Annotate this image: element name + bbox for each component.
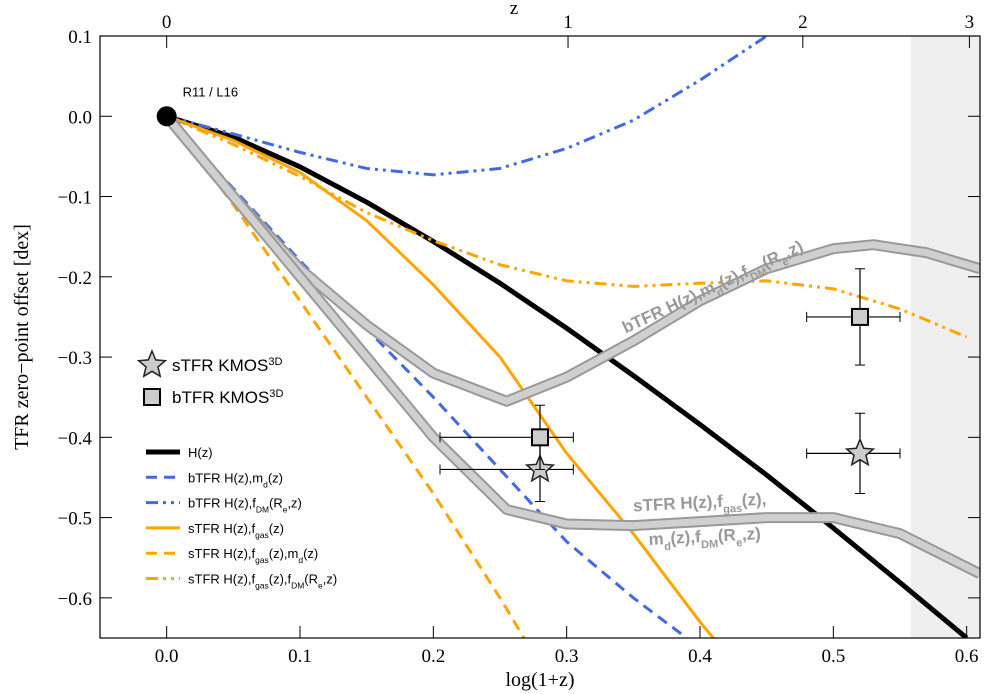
reference-point [156, 106, 177, 127]
text-part: sTFR H(z),f [188, 572, 256, 587]
label: sTFR H(z),fgas(z), [633, 490, 767, 521]
x-tick-label: 0.5 [821, 646, 845, 667]
band [163, 114, 980, 577]
label: bTFR H(z),md(z) [188, 470, 283, 489]
text-part: (z),f [670, 527, 701, 548]
script-text: d [298, 555, 303, 565]
annotation: R11 / L16 [183, 84, 238, 99]
x-tick-label: 0.0 [155, 646, 179, 667]
star-marker [844, 437, 876, 467]
text-part: (R [717, 525, 736, 545]
x-tick-label: 0.2 [421, 646, 445, 667]
script-text: DM [256, 505, 269, 515]
x2-tick-label: 2 [798, 12, 808, 33]
x-tick-label: 0.6 [955, 646, 979, 667]
text-part: bTFR H(z),f [188, 496, 256, 511]
script-text: e [283, 505, 288, 515]
label: H(z) [188, 445, 213, 460]
label: bTFR H(z),md(z),fDM(Re,z) [619, 237, 808, 342]
x2-tick-label: 0 [162, 12, 172, 33]
script-text: DM [701, 538, 719, 551]
y-tick-label: −0.4 [58, 428, 93, 449]
text-part: (R [304, 572, 318, 587]
x2-tick-label: 3 [965, 12, 975, 33]
label: bTFR KMOS3D [172, 388, 283, 407]
script-text: e [780, 256, 791, 269]
x-tick-label: 0.3 [555, 646, 579, 667]
label: sTFR KMOS3D [172, 356, 282, 375]
text-part: sTFR H(z),f [188, 546, 256, 561]
label: sTFR H(z),fgas(z),md(z) [188, 546, 318, 565]
y-tick-label: 0.1 [68, 27, 92, 48]
text-part: m [648, 529, 664, 549]
x2-axis-title: z [510, 0, 518, 19]
script-text: e [318, 581, 323, 591]
text-part: sTFR H(z),f [188, 521, 256, 536]
legend-marker [143, 388, 161, 406]
text-part: bTFR KMOS [172, 388, 269, 407]
y-tick-label: 0.0 [68, 107, 92, 128]
line [166, 114, 968, 339]
x-axis-title: log(1+z) [505, 669, 574, 691]
text-part: (z) [269, 521, 284, 536]
line [166, 36, 768, 177]
line [166, 114, 715, 638]
line [165, 113, 969, 638]
text-part: sTFR KMOS [172, 356, 268, 375]
y-tick-label: −0.3 [58, 348, 92, 369]
text-part: (z) [303, 546, 318, 561]
text-part: ,z) [287, 496, 301, 511]
text-part: (z),f [269, 572, 292, 587]
text-part: sTFR H(z),f [633, 492, 724, 516]
text-part: (z),m [269, 546, 299, 561]
text-part: ,z) [741, 524, 761, 544]
script-text: e [736, 537, 743, 549]
label: sTFR H(z),fgas(z) [188, 521, 284, 540]
y-axis-title: TFR zero−point offset [dex] [11, 224, 33, 450]
script-text: 3D [268, 356, 282, 368]
script-text: gas [255, 555, 269, 565]
x2-tick-label: 1 [563, 12, 573, 33]
y-tick-label: −0.2 [58, 268, 92, 289]
band [163, 114, 980, 405]
text-part: ,z) [323, 572, 337, 587]
script-text: d [664, 541, 672, 553]
script-text: d [263, 479, 268, 489]
x-tick-label: 0.1 [288, 646, 312, 667]
plot-frame [99, 35, 981, 639]
script-text: 3D [269, 388, 283, 400]
text-part: H(z) [188, 445, 213, 460]
text-part: (z) [268, 470, 283, 485]
script-text: gas [255, 530, 269, 540]
label: bTFR H(z),fDM(Re,z) [188, 496, 302, 515]
legend-marker [136, 349, 168, 378]
script-text: gas [255, 581, 269, 591]
y-tick-label: −0.6 [58, 589, 92, 610]
y-tick-label: −0.5 [58, 509, 92, 530]
x-tick-label: 0.4 [688, 646, 712, 667]
text-part: (z), [741, 490, 767, 510]
shaded-region [910, 36, 980, 638]
plot-area [162, 36, 980, 638]
square-marker [851, 307, 869, 326]
script-text: DM [291, 581, 304, 591]
label: sTFR H(z),fgas(z),fDM(Re,z) [188, 572, 337, 591]
script-text: gas [723, 503, 743, 516]
label: md(z),fDM(Re,z) [648, 524, 761, 554]
text-part: bTFR H(z),m [188, 470, 263, 485]
y-tick-label: −0.1 [58, 188, 92, 209]
square-marker [531, 428, 549, 447]
text-part: (R [269, 496, 283, 511]
script-text: d [715, 286, 726, 300]
